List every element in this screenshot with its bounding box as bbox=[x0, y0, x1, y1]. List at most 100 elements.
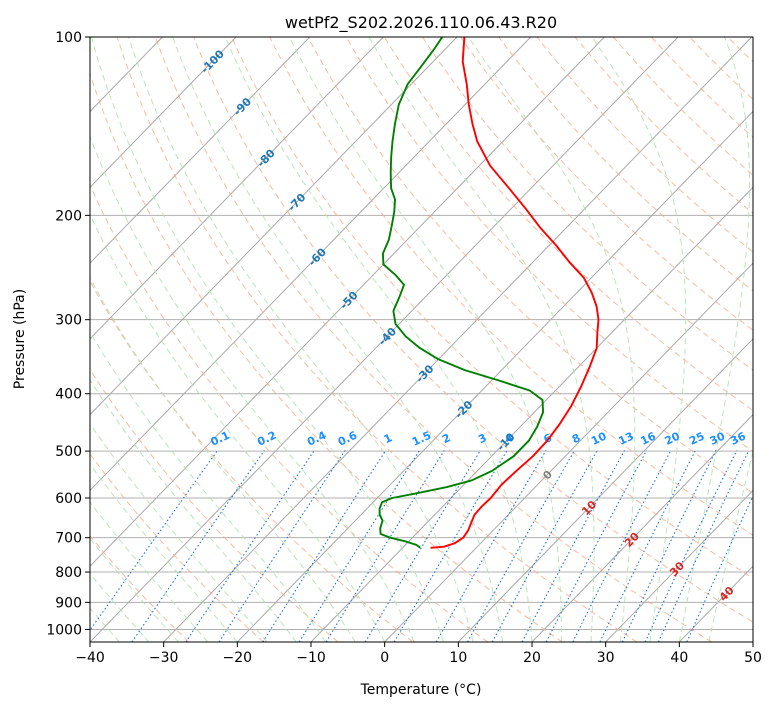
isotherm-line bbox=[90, 37, 384, 340]
isotherm-line bbox=[90, 37, 311, 264]
moist-adiabat-line bbox=[172, 37, 503, 642]
mixing-ratio-line bbox=[131, 450, 265, 642]
moist-adiabat-line bbox=[467, 37, 636, 642]
dry-adiabat-line bbox=[498, 37, 753, 292]
mixing-ratio-line bbox=[467, 450, 575, 642]
isotherm-line bbox=[163, 37, 753, 642]
x-axis-label: Temperature (°C) bbox=[360, 682, 482, 698]
dry-adiabat-line bbox=[90, 368, 339, 642]
axes: −40 −30 −20 −10 0 10 20 30 40 50 100 200 300 400 500 60… bbox=[46, 30, 762, 666]
mixing-ratio-line bbox=[491, 450, 598, 642]
y-tick-label: 900 bbox=[55, 595, 82, 611]
dry-adiabat-line bbox=[154, 37, 712, 642]
x-tick-label: 20 bbox=[523, 650, 541, 666]
y-axis-label: Pressure (hPa) bbox=[12, 289, 28, 389]
dry-adiabat-line bbox=[727, 37, 753, 63]
x-tick-label: 40 bbox=[670, 650, 688, 666]
mixing-ratio-line bbox=[521, 450, 625, 642]
dry-adiabat-line bbox=[651, 37, 753, 138]
x-tick-label: −40 bbox=[75, 650, 105, 666]
moist-adiabat-line bbox=[128, 37, 474, 642]
plot-series: 0.1 0.2 0.4 0.6 1 1.5 2 3 4 6 8 10 13 16 20 25 30 36-100-… bbox=[198, 37, 748, 604]
mixing-ratio-label: 0.4 bbox=[305, 429, 328, 449]
mixing-ratio-line bbox=[393, 450, 508, 642]
y-tick-label: 700 bbox=[55, 531, 82, 547]
moist-adiabat-line bbox=[224, 37, 533, 642]
mixing-ratio-line bbox=[599, 450, 696, 642]
dry-adiabat-line bbox=[231, 37, 753, 579]
y-tick-label: 1000 bbox=[46, 622, 82, 638]
y-tick-label: 200 bbox=[55, 208, 82, 224]
isotherm-line bbox=[752, 641, 753, 642]
mixing-ratio-line bbox=[364, 450, 481, 642]
plot-background bbox=[90, 37, 775, 642]
moist-adiabat-line bbox=[708, 449, 753, 642]
isotherm-line bbox=[90, 37, 458, 416]
isotherm-line bbox=[531, 413, 753, 642]
mixing-ratio-line bbox=[572, 450, 672, 642]
moist-adiabat-line bbox=[90, 537, 179, 642]
y-tick-label: 500 bbox=[55, 444, 82, 460]
moist-adiabat-line bbox=[90, 463, 238, 642]
plot-frame bbox=[89, 36, 754, 643]
mixing-ratio-line bbox=[90, 450, 219, 632]
mixing-ratio-label: 3 bbox=[476, 431, 488, 446]
x-tick-label: 10 bbox=[449, 650, 467, 666]
mixing-ratio-label: 25 bbox=[687, 430, 706, 448]
dry-adiabat-line bbox=[90, 183, 488, 642]
isotherm-line bbox=[457, 338, 753, 642]
mixing-ratio-label: 0.6 bbox=[336, 429, 359, 449]
mixing-ratio-line bbox=[218, 450, 346, 642]
temperature-line bbox=[430, 37, 600, 549]
mixing-ratio-line bbox=[644, 450, 738, 642]
dry-adiabat-line bbox=[90, 72, 563, 642]
dry-adiabat-line bbox=[383, 37, 753, 412]
mixing-ratio-label: 13 bbox=[616, 430, 635, 448]
moist-adiabat-line bbox=[90, 331, 327, 642]
mixing-ratio-label: 0.1 bbox=[209, 429, 232, 449]
chart-title: wetPf2_S202.2026.110.06.43.R20 bbox=[285, 13, 557, 33]
dry-adiabat-line bbox=[766, 37, 775, 642]
y-tick-label: 800 bbox=[55, 565, 82, 581]
isotherm-line bbox=[605, 489, 753, 642]
isotherm-line bbox=[90, 37, 679, 642]
mixing-ratio-label: 30 bbox=[708, 429, 728, 447]
moist-adiabat-line bbox=[368, 37, 595, 642]
mixing-ratio-label: 8 bbox=[570, 431, 582, 446]
dry-adiabat-line bbox=[536, 37, 753, 253]
dry-adiabat-line bbox=[307, 37, 753, 494]
mixing-ratio-line bbox=[298, 450, 420, 642]
x-tick-label: 30 bbox=[597, 650, 615, 666]
moist-adiabat-line bbox=[678, 37, 750, 642]
moist-adiabat-line bbox=[90, 501, 209, 642]
y-tick-label: 600 bbox=[55, 491, 82, 507]
dry-adiabat-line bbox=[90, 279, 414, 642]
mixing-ratio-label: 0.2 bbox=[255, 429, 278, 449]
dewpoint-line bbox=[378, 37, 545, 549]
x-tick-label: −20 bbox=[223, 650, 253, 666]
dry-adiabat-line bbox=[689, 37, 753, 101]
moist-adiabat-line bbox=[90, 276, 356, 642]
mixing-ratio-label: 1 bbox=[382, 431, 394, 446]
mixing-ratio-line bbox=[657, 450, 750, 642]
dry-adiabat-line bbox=[193, 37, 753, 623]
mixing-ratio-line bbox=[325, 450, 445, 642]
x-tick-label: −30 bbox=[149, 650, 179, 666]
mixing-ratio-line bbox=[621, 450, 717, 642]
isotherm-line bbox=[236, 110, 753, 642]
moist-adiabat-line bbox=[591, 37, 687, 642]
x-tick-label: 0 bbox=[380, 650, 389, 666]
mixing-ratio-line bbox=[262, 450, 387, 642]
y-tick-label: 100 bbox=[55, 30, 82, 46]
moist-adiabat-line bbox=[90, 422, 268, 642]
y-tick-label: 400 bbox=[55, 387, 82, 403]
x-tick-label: −10 bbox=[296, 650, 326, 666]
isotherm-line bbox=[310, 186, 753, 642]
x-tick-label: 50 bbox=[744, 650, 762, 666]
mixing-ratio-label: 1.5 bbox=[410, 429, 433, 449]
isotherm-line bbox=[90, 37, 532, 492]
mixing-ratio-label: 20 bbox=[663, 429, 683, 447]
dry-adiabat-line bbox=[612, 37, 753, 176]
mixing-ratio-label: 16 bbox=[638, 429, 658, 447]
